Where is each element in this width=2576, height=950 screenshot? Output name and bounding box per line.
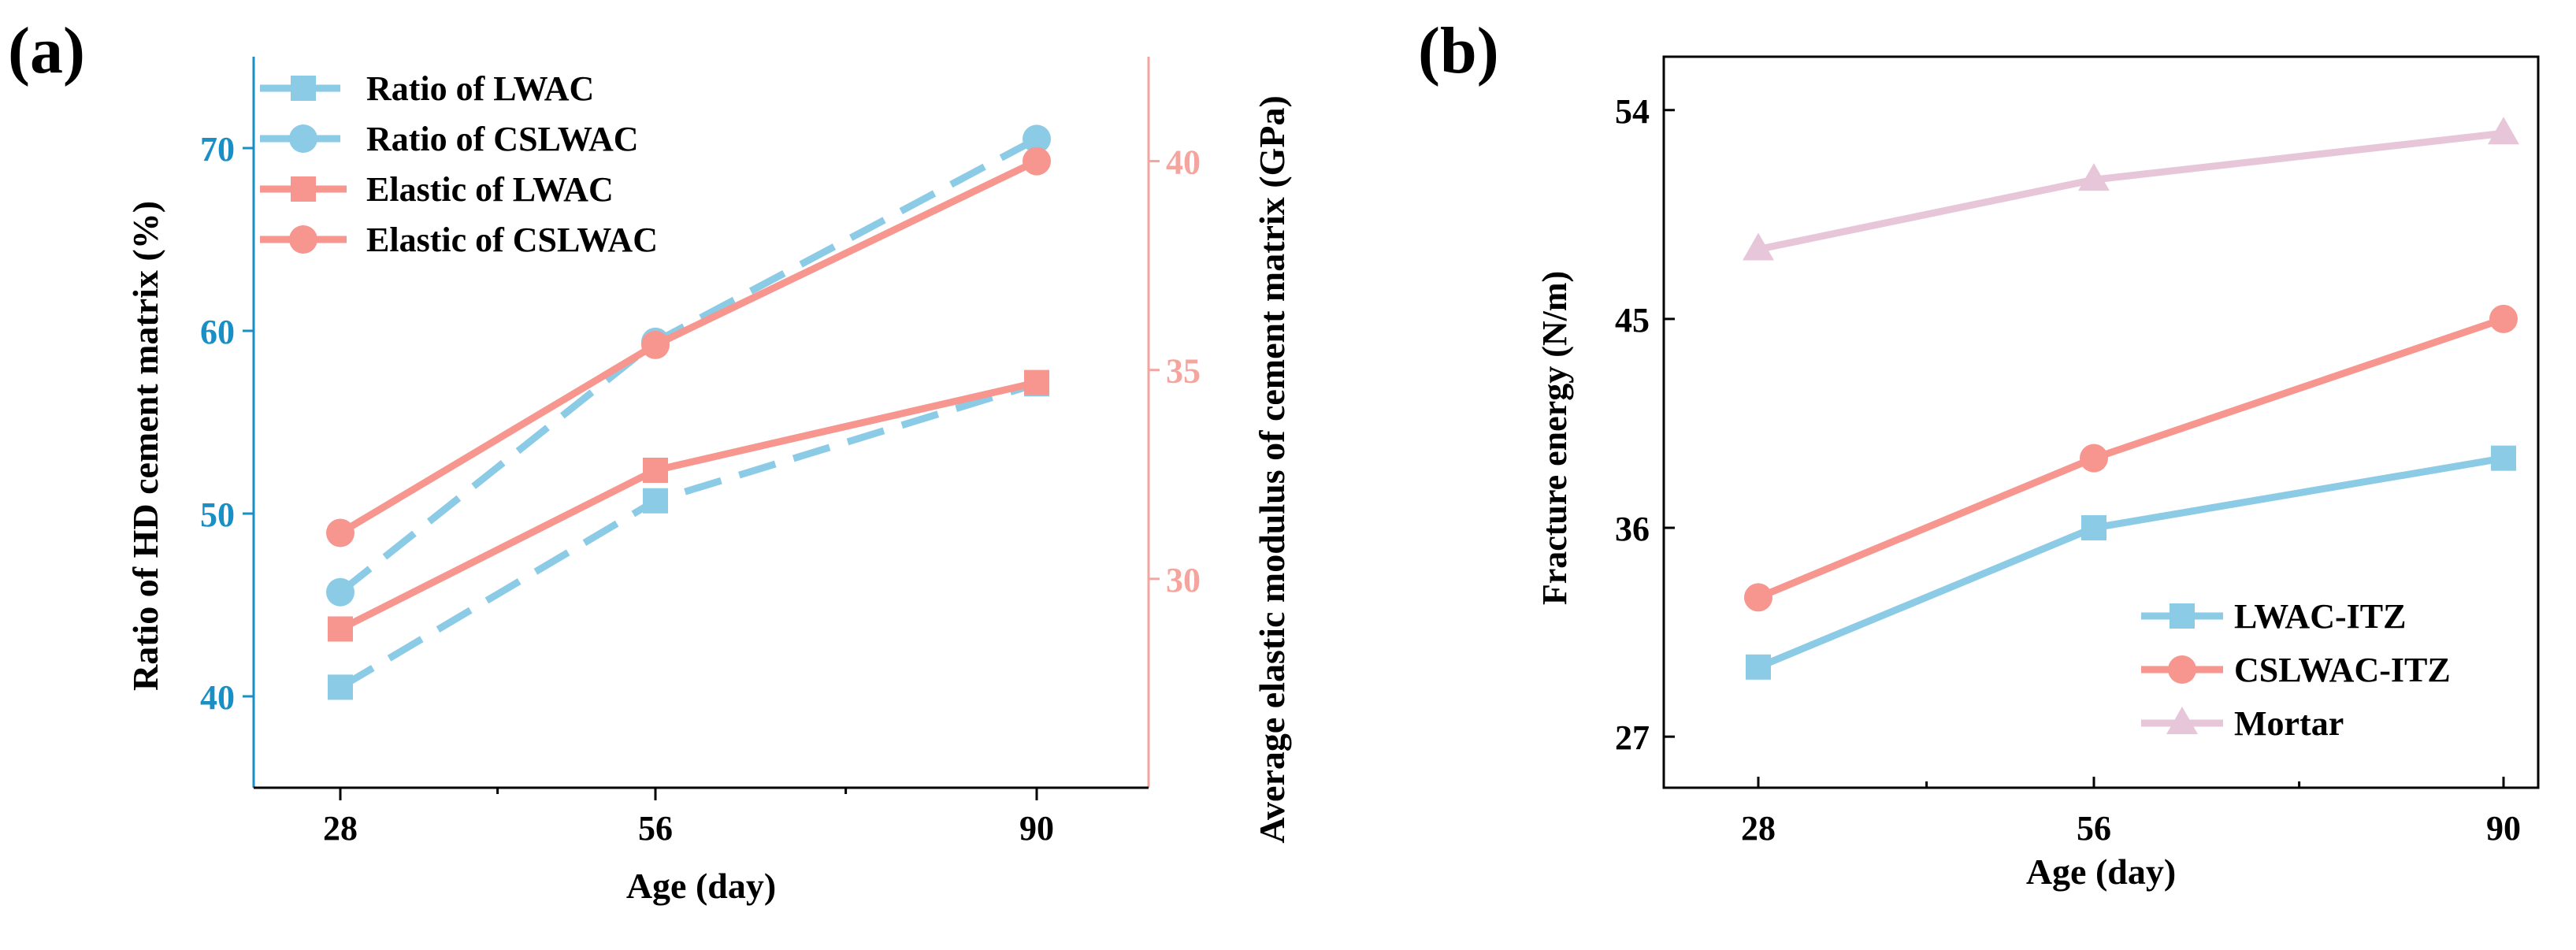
legend-label: LWAC-ITZ: [2234, 597, 2406, 636]
legend-swatch-marker: [291, 76, 316, 101]
x-tick-label: 90: [2486, 809, 2521, 848]
x-tick-label: 28: [323, 809, 358, 848]
y-tick-label-left: 60: [200, 313, 235, 351]
plot-frame: [1662, 55, 2540, 789]
x-tick-label: 28: [1741, 809, 1776, 848]
data-point: [1744, 583, 1772, 612]
x-tick-label: 90: [1019, 809, 1054, 848]
series-line: [1757, 455, 2504, 670]
legend-label: Elastic of LWAC: [366, 170, 614, 209]
legend-label: Ratio of LWAC: [366, 69, 594, 108]
data-point: [328, 616, 353, 642]
series-line: [338, 158, 1038, 536]
legend-swatch-marker: [2168, 655, 2196, 684]
data-point: [1024, 369, 1049, 395]
y-axis-label-left: Ratio of HD cement matrix (%): [125, 201, 165, 691]
panel-label-b: (b): [1418, 14, 1499, 87]
data-point: [643, 488, 668, 514]
y-tick-label: 45: [1615, 301, 1650, 340]
y-tick-label-right: 35: [1166, 352, 1201, 391]
chart-b: (b) 27 36 45 54 28 56 90 Age (day) Fracture energ…: [1418, 14, 2540, 892]
y-axis-label-right: Average elastic modulus of cement matrix…: [1252, 95, 1292, 844]
x-axis-label: Age (day): [2026, 852, 2176, 892]
legend-swatch-marker: [289, 124, 317, 153]
x-tick-label: 56: [638, 809, 673, 848]
y-tick-label: 27: [1615, 718, 1650, 757]
legend-swatch-marker: [289, 225, 317, 254]
data-point: [328, 674, 353, 700]
data-point: [2078, 163, 2110, 191]
legend-label: Elastic of CSLWAC: [366, 221, 658, 259]
data-point: [326, 518, 354, 547]
x-tick-label: 56: [2077, 809, 2111, 848]
data-point: [1746, 654, 1771, 680]
series-line: [1758, 129, 2504, 253]
series-line: [1757, 315, 2505, 601]
y-tick-label-left: 50: [200, 495, 235, 534]
data-point: [2489, 304, 2518, 333]
data-point: [2488, 117, 2519, 145]
legend-label: CSLWAC-ITZ: [2234, 651, 2451, 689]
chart-a: (a) 40 50 60 70 30 35 40 28 56 90 Age (day) Ratio of…: [8, 14, 1292, 906]
data-point: [2081, 515, 2106, 541]
data-point: [2080, 443, 2108, 473]
x-axis-label: Age (day): [626, 866, 776, 906]
data-point: [1023, 124, 1051, 154]
legend-a: Ratio of LWAC Ratio of CSLWAC Elastic of L…: [260, 69, 658, 259]
legend-label: Ratio of CSLWAC: [366, 120, 639, 158]
legend-b: LWAC-ITZ CSLWAC-ITZ Mortar: [2141, 597, 2451, 743]
y-tick-label: 36: [1615, 510, 1650, 548]
y-tick-label-left: 40: [200, 678, 235, 717]
data-point: [2491, 445, 2516, 471]
data-point: [1743, 232, 1774, 261]
series-line: [338, 380, 1038, 691]
y-tick-label-right: 40: [1166, 143, 1201, 182]
legend-swatch-marker: [2170, 603, 2195, 629]
legend-swatch-marker: [2166, 707, 2198, 734]
data-point: [641, 330, 670, 359]
data-point: [1023, 147, 1051, 176]
legend-label: Mortar: [2234, 704, 2344, 743]
y-tick-label-right: 30: [1166, 561, 1201, 599]
panel-label-a: (a): [8, 14, 85, 87]
y-tick-label: 54: [1615, 92, 1650, 131]
y-axis-label: Fracture energy (N/m): [1535, 271, 1574, 605]
data-point: [643, 457, 668, 483]
legend-swatch-marker: [291, 176, 316, 202]
y-tick-label-left: 70: [200, 130, 235, 169]
data-point: [326, 577, 354, 607]
